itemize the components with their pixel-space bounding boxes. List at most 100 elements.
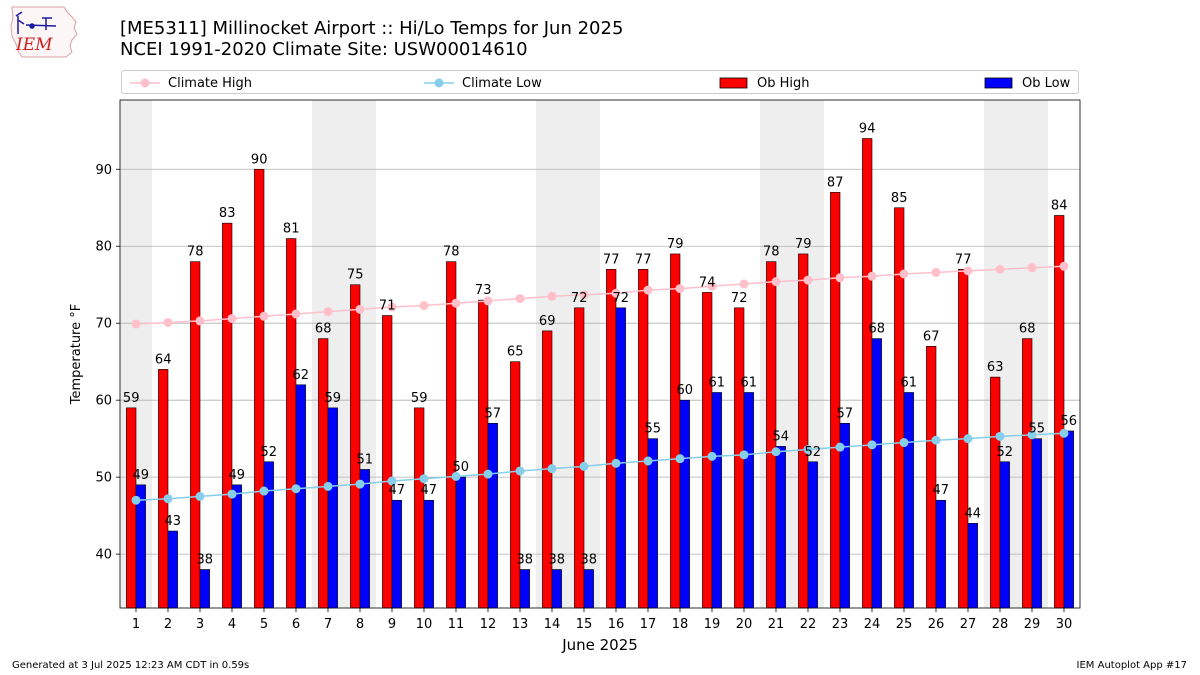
climate-high-point [483, 296, 493, 306]
y-tick-label: 70 [95, 317, 112, 332]
y-tick-label: 50 [95, 471, 112, 486]
climate-high-point [547, 291, 557, 301]
ob-high-swatch [719, 77, 748, 89]
ob-high-value-label: 59 [123, 391, 140, 406]
ob-high-bar [286, 238, 297, 609]
ob-low-bar [487, 422, 498, 609]
ob-low-bar [231, 484, 242, 609]
ob-high-value-label: 68 [1019, 322, 1036, 337]
x-tick-label: 8 [356, 617, 364, 632]
title-line-2: NCEI 1991-2020 Climate Site: USW00014610 [120, 39, 528, 60]
ob-low-value-label: 60 [677, 383, 694, 398]
legend-ob-high-label: Ob High [757, 75, 810, 91]
legend-ob-low-label: Ob Low [1022, 75, 1071, 91]
x-tick-label: 21 [768, 617, 785, 632]
ob-low-bar [359, 469, 370, 609]
ob-low-value-label: 43 [165, 514, 182, 529]
ob-low-value-label: 61 [901, 375, 918, 390]
ob-low-bar [999, 461, 1010, 609]
climate-high-point [931, 267, 941, 277]
x-tick-label: 7 [324, 617, 332, 632]
climate-high-point [1059, 261, 1069, 271]
ob-low-value-label: 68 [869, 322, 886, 337]
climate-low-point [1027, 430, 1037, 440]
x-tick-label: 6 [292, 617, 300, 632]
ob-low-value-label: 52 [805, 445, 822, 460]
ob-low-value-label: 49 [229, 468, 246, 483]
x-tick-label: 23 [832, 617, 849, 632]
x-tick-label: 10 [416, 617, 433, 632]
climate-high-point [579, 290, 589, 300]
ob-low-value-label: 62 [293, 368, 310, 383]
climate-low-point [1059, 428, 1069, 438]
climate-high-point [451, 298, 461, 308]
x-tick-label: 12 [480, 617, 497, 632]
climate-high-point [899, 269, 909, 279]
ob-low-value-label: 50 [453, 460, 470, 475]
ob-high-bar [126, 407, 137, 609]
x-tick-label: 24 [864, 617, 881, 632]
ob-high-value-label: 87 [827, 175, 844, 190]
climate-low-point [387, 476, 397, 486]
ob-low-value-label: 59 [325, 391, 342, 406]
ob-high-value-label: 65 [507, 345, 524, 360]
ob-high-bar [158, 369, 169, 609]
x-tick-label: 14 [544, 617, 561, 632]
x-tick-label: 13 [512, 617, 529, 632]
legend-climate-low-label: Climate Low [462, 75, 542, 91]
ob-low-value-label: 55 [645, 422, 662, 437]
climate-low-point [131, 495, 141, 505]
ob-low-bar [679, 399, 690, 609]
climate-low-point [867, 440, 877, 450]
generated-timestamp: Generated at 3 Jul 2025 12:23 AM CDT in … [12, 660, 250, 671]
ob-low-value-label: 72 [613, 291, 630, 306]
ob-high-value-label: 81 [283, 222, 300, 237]
x-tick-label: 17 [640, 617, 657, 632]
ob-low-swatch [984, 77, 1013, 89]
ob-high-bar [318, 338, 329, 609]
climate-high-point [355, 304, 365, 314]
y-tick-label: 90 [95, 163, 112, 178]
climate-low-point [995, 431, 1005, 441]
x-tick-label: 5 [260, 617, 268, 632]
climate-low-point [899, 438, 909, 448]
plot-frame [119, 99, 1081, 609]
legend-climate-low: Climate Low [424, 74, 542, 92]
ob-low-value-label: 51 [357, 452, 374, 467]
climate-high-swatch [130, 78, 160, 88]
x-axis-label: June 2025 [561, 636, 638, 654]
climate-low-point [931, 435, 941, 445]
ob-high-value-label: 72 [571, 291, 588, 306]
climate-low-point [611, 458, 621, 468]
ob-high-bar [670, 253, 681, 609]
ob-high-bar [350, 284, 361, 609]
ob-high-bar [446, 261, 457, 609]
x-tick-label: 25 [896, 617, 913, 632]
x-tick-label: 15 [576, 617, 593, 632]
ob-high-value-label: 68 [315, 322, 332, 337]
chart-legend: Climate High Climate Low Ob High Ob Low [121, 70, 1079, 94]
climate-high-point [227, 314, 237, 324]
iem-logo: IEM [10, 6, 78, 58]
climate-high-point [259, 311, 269, 321]
climate-high-point [323, 307, 333, 317]
ob-low-value-label: 38 [549, 553, 566, 568]
ob-high-value-label: 83 [219, 206, 236, 221]
ob-low-bar [935, 499, 946, 609]
climate-low-point [963, 434, 973, 444]
ob-low-bar [807, 461, 818, 609]
x-tick-label: 20 [736, 617, 753, 632]
ob-high-bar [702, 292, 713, 609]
ob-high-value-label: 71 [379, 299, 396, 314]
y-tick-label: 40 [95, 548, 112, 563]
ob-high-value-label: 77 [955, 252, 972, 267]
title-line-1: [ME5311] Millinocket Airport :: Hi/Lo Te… [120, 18, 624, 39]
ob-high-value-label: 79 [667, 237, 684, 252]
climate-low-point [707, 451, 717, 461]
climate-low-point [803, 444, 813, 454]
ob-high-bar [638, 269, 649, 609]
ob-high-bar [798, 253, 809, 609]
ob-low-bar [967, 523, 978, 609]
ob-low-value-label: 57 [485, 406, 502, 421]
ob-high-bar [254, 168, 265, 609]
